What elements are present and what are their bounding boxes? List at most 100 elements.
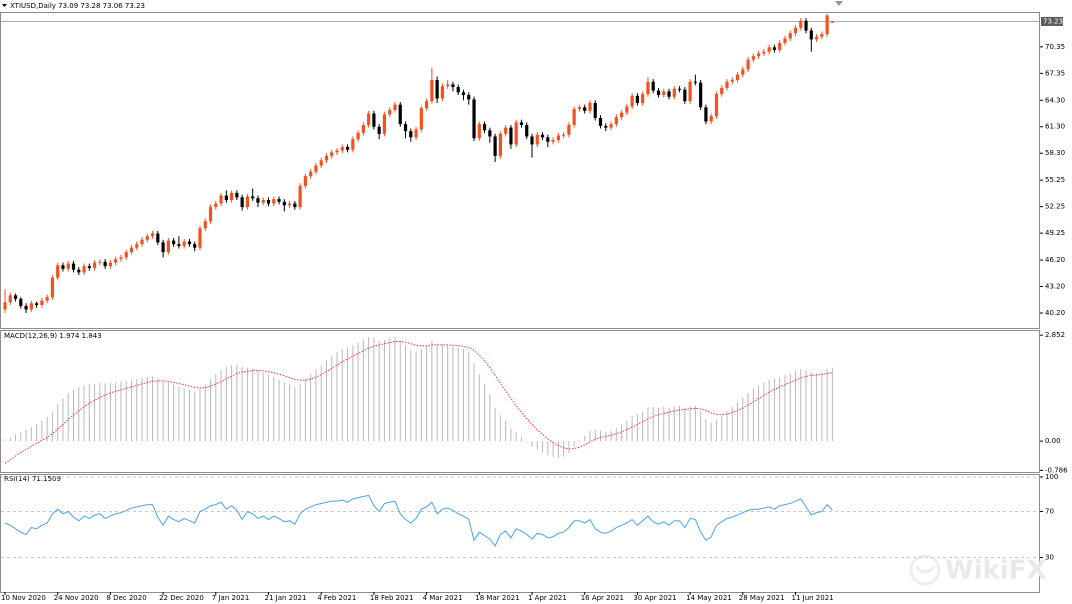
candle-body	[129, 247, 134, 253]
candle-body	[98, 261, 102, 263]
x-tick-label: 1 Apr 2021	[528, 594, 567, 602]
candle-body	[403, 124, 408, 132]
candle-body	[656, 90, 661, 95]
candle-body	[19, 298, 23, 306]
last-price-box	[1041, 16, 1063, 26]
x-tick-label: 18 Feb 2021	[370, 594, 414, 602]
x-tick-label: 21 Jan 2021	[265, 594, 307, 602]
candle-body	[435, 79, 439, 99]
candle-body	[662, 91, 666, 95]
y-tick-label: 61.30	[1045, 123, 1065, 131]
y-tick-label: 70.35	[1045, 43, 1065, 51]
candle-body	[208, 207, 213, 222]
candle-body	[303, 176, 307, 186]
candle-body	[546, 137, 550, 142]
candle-body	[809, 30, 813, 40]
candle-body	[35, 303, 39, 306]
candle-body	[272, 199, 276, 204]
x-tick-label: 30 Apr 2021	[633, 594, 676, 602]
candle-body	[699, 82, 703, 108]
rsi-panel	[0, 474, 1040, 593]
candle-body	[266, 200, 271, 204]
candle-body	[540, 134, 545, 138]
candle-body	[161, 242, 165, 253]
candle-body	[651, 81, 655, 91]
candle-body	[77, 269, 81, 273]
x-tick-label: 4 Mar 2021	[423, 594, 463, 602]
candle-body	[619, 112, 624, 118]
candle-body	[461, 92, 466, 95]
candle-body	[414, 129, 418, 138]
candle-body	[388, 109, 392, 115]
y-tick-label: 70	[1045, 508, 1054, 516]
candle-body	[135, 244, 139, 248]
candle-body	[172, 240, 176, 245]
candle-body	[82, 266, 86, 273]
chart-title: XTIUSD,Daily 73.09 73.28 73.06 73.23	[10, 2, 145, 10]
candle-body	[525, 124, 529, 137]
candle-body	[504, 127, 508, 134]
candle-body	[625, 106, 629, 113]
candle-body	[124, 252, 128, 258]
candle-body	[730, 79, 734, 82]
candle-body	[224, 195, 228, 201]
price-panel	[0, 12, 1040, 329]
candle-body	[440, 86, 445, 99]
candle-body	[482, 124, 487, 131]
candle-body	[825, 15, 829, 35]
candle-body	[820, 34, 824, 37]
candle-body	[714, 94, 719, 117]
candle-body	[419, 108, 423, 130]
signal-line	[4, 341, 833, 464]
candle-body	[56, 265, 60, 278]
x-tick-label: 22 Dec 2020	[159, 594, 204, 602]
candle-body	[630, 95, 634, 107]
candle-body	[256, 198, 260, 203]
candle-body	[641, 94, 645, 103]
candle-body	[688, 81, 692, 102]
candle-body	[150, 233, 155, 237]
candle-body	[772, 47, 777, 50]
candle-body	[799, 20, 803, 28]
candle-body	[735, 74, 740, 80]
candle-body	[456, 87, 460, 93]
candle-body	[814, 36, 819, 40]
candle-body	[182, 241, 186, 246]
candle-body	[472, 99, 476, 139]
candle-body	[324, 155, 329, 161]
candle-body	[567, 124, 571, 135]
candle-body	[345, 147, 350, 150]
candle-body	[609, 124, 613, 128]
candle-body	[488, 130, 492, 137]
candle-body	[709, 116, 713, 122]
candle-body	[50, 277, 55, 298]
candle-body	[741, 69, 745, 75]
candle-body	[377, 126, 381, 134]
candle-body	[446, 84, 450, 87]
candle-body	[356, 132, 360, 140]
candle-body	[793, 27, 798, 34]
candle-body	[198, 228, 202, 248]
candle-body	[762, 51, 766, 54]
y-tick-label: 49.25	[1045, 229, 1065, 237]
candle-body	[677, 88, 682, 90]
candle-body	[667, 91, 671, 97]
candle-body	[61, 265, 65, 269]
candle-body	[219, 195, 223, 204]
candle-body	[493, 136, 497, 156]
last-price-label: 73.23	[1043, 17, 1063, 25]
x-tick-label: 10 Nov 2020	[1, 594, 46, 602]
candle-body	[556, 135, 560, 140]
candle-body	[203, 221, 207, 229]
candle-body	[393, 104, 397, 110]
candle-body	[598, 117, 603, 126]
candle-body	[3, 302, 7, 310]
candle-body	[92, 262, 97, 268]
chart-shift-marker	[835, 1, 843, 6]
candle-body	[166, 240, 170, 253]
candle-body	[187, 241, 192, 245]
candle-body	[214, 203, 218, 208]
candle-body	[672, 88, 676, 97]
